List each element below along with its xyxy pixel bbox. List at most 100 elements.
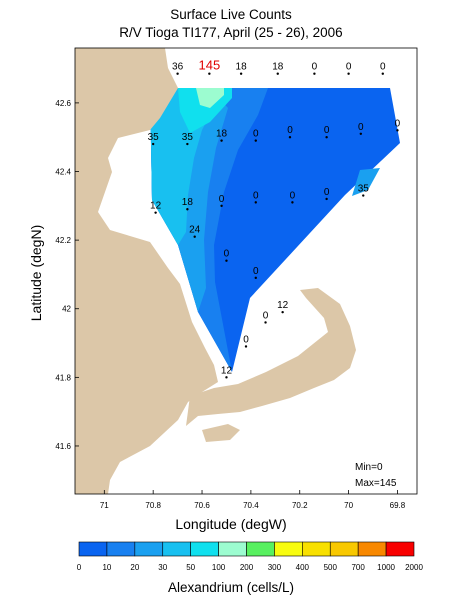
- station-label: 0: [346, 62, 352, 73]
- colorbar-tick-label: 200: [240, 563, 254, 572]
- colorbar-tick-label: 300: [268, 563, 282, 572]
- station-marker: [254, 276, 257, 280]
- x-tick-label: 70.4: [243, 501, 259, 510]
- station-label: 0: [395, 118, 401, 129]
- station-marker: [347, 72, 350, 75]
- station-label: 0: [253, 190, 259, 201]
- station-marker: [176, 72, 179, 75]
- station-label: 0: [324, 125, 330, 136]
- colorbar-tick-label: 2000: [405, 563, 423, 572]
- max-stat: Max=145: [355, 478, 397, 489]
- colorbar-swatch: [134, 541, 164, 557]
- x-axis-ticks: 71 70.8 70.6 70.4 70.2 70 69.8: [100, 490, 406, 510]
- colorbar-swatch: [385, 541, 415, 557]
- station-label: 36: [172, 62, 184, 73]
- station-marker: [186, 208, 189, 211]
- station-label: 0: [253, 266, 259, 277]
- colorbar-swatch: [329, 541, 359, 557]
- station-label: 0: [287, 125, 293, 136]
- station-label: 0: [253, 129, 259, 140]
- colorbar-swatch: [162, 541, 191, 557]
- station-marker: [325, 197, 328, 201]
- station-marker: [381, 72, 384, 75]
- station-label: 18: [216, 129, 228, 140]
- colorbar-swatch: [190, 541, 219, 557]
- station-label: 0: [219, 194, 225, 205]
- title-block: Surface Live Counts R/V Tioga TI177, Apr…: [0, 6, 462, 42]
- station-label: 0: [380, 62, 386, 73]
- station-marker: [281, 310, 284, 314]
- cape-cod: [186, 288, 356, 426]
- y-tick-label: 41.6: [55, 442, 71, 451]
- mainland-coast: [75, 48, 218, 494]
- title-line-1: Surface Live Counts: [170, 7, 292, 22]
- station-marker: [254, 139, 257, 142]
- colorbar-swatch: [357, 541, 387, 557]
- station-marker: [325, 136, 328, 139]
- colorbar-swatch: [246, 541, 275, 557]
- min-stat: Min=0: [355, 462, 383, 473]
- station-marker: [220, 139, 223, 142]
- colorbar-title: Alexandrium (cells/L): [167, 580, 295, 595]
- station-marker: [208, 72, 211, 75]
- station-marker: [244, 345, 248, 348]
- station-marker: [291, 201, 294, 204]
- station-marker: [154, 211, 157, 214]
- colorbar-tick-label: 100: [212, 563, 226, 572]
- station-layer: 36 145 18 18 0 0 0 35 35 18 0 0 0 0 0 12 18 0 0 0 0 35 24 0 0 12 0…: [148, 58, 401, 379]
- colorbar-swatch: [274, 541, 303, 557]
- colorbar-tick-label: 700: [351, 563, 365, 572]
- stats-box: Min=0 Max=145: [355, 460, 396, 492]
- x-tick-label: 70.2: [292, 501, 308, 510]
- x-tick-label: 71: [100, 501, 109, 510]
- nantucket-sound-island: [202, 424, 240, 442]
- station-label: 18: [236, 62, 248, 73]
- colorbar-tick-label: 20: [130, 563, 139, 572]
- y-tick-label: 42: [62, 305, 71, 314]
- station-label: 0: [263, 310, 269, 321]
- station-label: 0: [290, 190, 296, 201]
- y-axis-ticks: 42.6 42.4 42.2 42 41.8 41.6: [55, 99, 79, 451]
- contour-30-50: [150, 88, 218, 245]
- station-label: 12: [277, 300, 289, 311]
- colorbar-tick-label: 50: [186, 563, 195, 572]
- station-marker: [276, 72, 279, 75]
- station-marker: [359, 132, 363, 135]
- map-layers: [75, 48, 400, 494]
- colorbar-swatch: [218, 541, 247, 557]
- station-label: 18: [272, 62, 284, 73]
- station-marker: [396, 129, 399, 132]
- station-marker: [239, 72, 243, 75]
- station-marker: [186, 142, 189, 146]
- y-tick-label: 42.2: [55, 236, 71, 245]
- y-tick-label: 41.8: [55, 373, 71, 382]
- x-tick-label: 69.8: [390, 501, 406, 510]
- station-label: 0: [312, 62, 318, 73]
- station-label: 0: [243, 334, 249, 345]
- colorbar-tick-label: 10: [102, 563, 111, 572]
- y-axis-label: Latitude (degN): [28, 224, 44, 322]
- contour-30-50-east: [352, 168, 380, 196]
- station-label: 0: [224, 249, 230, 260]
- y-tick-label: 42.4: [55, 168, 71, 177]
- x-tick-label: 70.8: [145, 501, 161, 510]
- station-marker: [254, 201, 257, 204]
- x-axis-label: Longitude (degW): [175, 516, 287, 532]
- station-label: 0: [324, 187, 330, 198]
- x-tick-label: 70.6: [194, 501, 210, 510]
- station-marker: [362, 194, 365, 197]
- station-label: 12: [221, 365, 233, 376]
- station-label: 35: [358, 184, 370, 195]
- station-marker: [225, 259, 228, 262]
- contour-100-200: [196, 88, 224, 108]
- station-label: 18: [182, 197, 194, 208]
- colorbar-tick-label: 1000: [377, 563, 395, 572]
- y-tick-label: 42.6: [55, 99, 71, 108]
- station-label-max: 145: [199, 58, 221, 73]
- title-line-2: R/V Tioga TI177, April (25 - 26), 2006: [119, 25, 343, 40]
- station-marker: [225, 376, 228, 379]
- x-tick-label: 70: [344, 501, 353, 510]
- station-label: 24: [189, 225, 201, 236]
- station-marker: [313, 72, 316, 75]
